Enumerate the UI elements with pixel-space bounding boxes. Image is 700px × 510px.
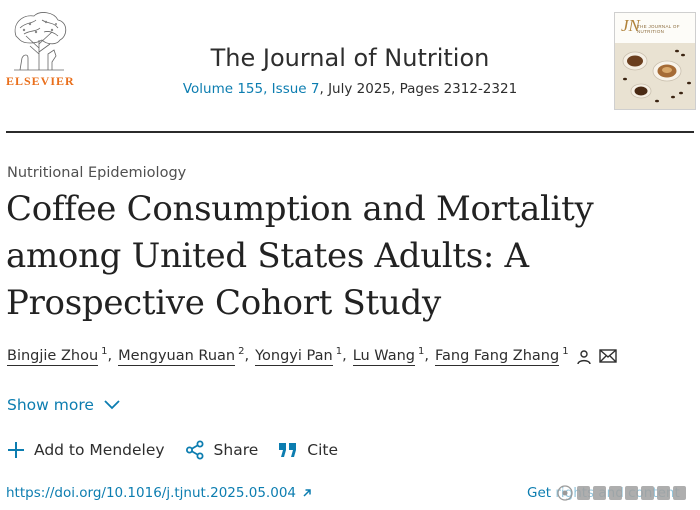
cite-label: Cite xyxy=(307,441,339,459)
cite-button[interactable]: Cite xyxy=(278,441,338,459)
plus-icon xyxy=(8,442,24,458)
author-separator: , xyxy=(244,348,250,364)
author-link[interactable]: Mengyuan Ruan 2 xyxy=(118,346,245,366)
mendeley-label: Add to Mendeley xyxy=(34,441,165,459)
article-title: Coffee Consumption and Mortality among U… xyxy=(6,189,594,323)
author-affiliation[interactable]: 1 xyxy=(418,346,425,357)
author-link[interactable]: Bingjie Zhou 1 xyxy=(7,346,108,366)
author-separator: , xyxy=(342,348,347,364)
share-button[interactable]: Share xyxy=(185,440,259,460)
author-separator: , xyxy=(107,348,113,364)
author-name[interactable]: Mengyuan Ruan xyxy=(118,348,236,366)
author-affiliation[interactable]: 1 xyxy=(562,346,569,357)
author-link[interactable]: Lu Wang 1 xyxy=(352,346,425,366)
add-to-mendeley-button[interactable]: Add to Mendeley xyxy=(7,441,165,459)
header-divider xyxy=(6,131,694,133)
journal-header: ELSEVIER The Journal of Nutrition Volume… xyxy=(0,0,700,132)
journal-meta: Volume 155, Issue 7, July 2025, Pages 23… xyxy=(0,81,700,97)
author-name[interactable]: Fang Fang Zhang xyxy=(434,348,560,366)
volume-issue-link[interactable]: Volume 155, Issue 7 xyxy=(182,81,320,97)
show-more-label: Show more xyxy=(7,396,94,414)
author-name[interactable]: Lu Wang xyxy=(352,348,415,366)
elsevier-wordmark: ELSEVIER xyxy=(6,74,75,88)
external-link-icon xyxy=(303,489,311,497)
doi-text: https://doi.org/10.1016/j.tjnut.2025.05.… xyxy=(6,485,296,501)
mail-icon[interactable] xyxy=(598,349,617,367)
author-affiliation[interactable]: 2 xyxy=(238,346,245,357)
author-name[interactable]: Bingjie Zhou xyxy=(7,348,99,366)
date-pages: , July 2025, Pages 2312-2321 xyxy=(319,81,518,97)
cover-abbrev: JN xyxy=(621,16,640,35)
author-link[interactable]: Yongyi Pan 1 xyxy=(255,346,343,366)
person-icon[interactable] xyxy=(576,349,592,369)
coffee-cups-illustration xyxy=(615,43,695,109)
quote-icon xyxy=(279,443,297,457)
share-label: Share xyxy=(213,441,259,459)
author-affiliation[interactable]: 1 xyxy=(335,346,343,357)
elsevier-logo[interactable]: ELSEVIER xyxy=(6,10,75,88)
chevron-down-icon xyxy=(104,400,120,410)
article-actions: Add to Mendeley Share Cite xyxy=(7,439,358,461)
article-category: Nutritional Epidemiology xyxy=(7,165,187,181)
author-list: Bingjie Zhou 1, Mengyuan Ruan 2, Yongyi Pa… xyxy=(7,346,617,370)
author-separator: , xyxy=(424,348,429,364)
author-name[interactable]: Yongyi Pan xyxy=(255,348,333,366)
share-icon xyxy=(185,440,204,460)
journal-title[interactable]: The Journal of Nutrition xyxy=(210,44,490,72)
cover-subtitle: THE JOURNAL OF NUTRITION xyxy=(637,24,680,34)
journal-cover-image[interactable]: JN THE JOURNAL OF NUTRITION xyxy=(614,12,696,110)
doi-link[interactable]: https://doi.org/10.1016/j.tjnut.2025.05.… xyxy=(6,485,312,501)
elsevier-tree-icon xyxy=(6,10,72,72)
author-link[interactable]: Fang Fang Zhang 1 xyxy=(434,346,569,366)
author-affiliation[interactable]: 1 xyxy=(101,346,108,357)
watermark-overlay xyxy=(555,480,700,506)
show-more-button[interactable]: Show more xyxy=(7,396,120,414)
